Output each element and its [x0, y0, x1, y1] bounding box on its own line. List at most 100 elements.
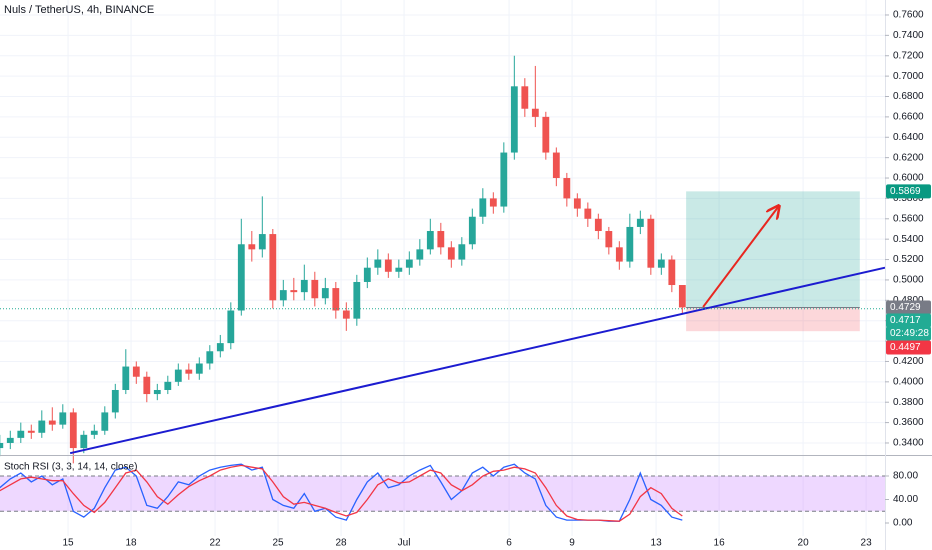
candle-body [269, 234, 277, 301]
y-tick-label: 0.4000 [893, 376, 924, 387]
candle-body [6, 437, 14, 443]
x-tick-label: 25 [272, 538, 284, 549]
candle-body [132, 366, 140, 377]
candle-body [90, 430, 98, 435]
x-tick-label: 23 [861, 538, 873, 549]
y-tick-label: 0.5600 [893, 213, 924, 224]
candle-body [395, 267, 403, 272]
candle-body [594, 218, 602, 232]
countdown-label-box [886, 326, 931, 341]
target-zone [686, 191, 860, 308]
candle-body [0, 442, 4, 449]
candle-body [237, 244, 245, 311]
indicator-title: Stoch RSI (3, 3, 14, 14, close) [4, 462, 137, 473]
candle-body [405, 259, 413, 268]
candle-body [363, 267, 371, 282]
candle-body [300, 279, 308, 293]
target-label-box [886, 184, 931, 199]
x-tick-label: 28 [336, 538, 348, 549]
y-tick-label: 0.5800 [893, 193, 924, 204]
stop-zone [686, 307, 860, 332]
last-price-label: 0.4717 [890, 315, 921, 326]
x-tick-label: 13 [651, 538, 663, 549]
y-tick-label: 40.00 [893, 494, 918, 505]
entry-label: 0.4729 [890, 302, 921, 313]
x-tick-label: 20 [798, 538, 810, 549]
candle-body [111, 389, 119, 413]
candle-body [678, 285, 686, 308]
candle-body [657, 259, 665, 268]
candle-body [143, 376, 151, 395]
candle-body [342, 310, 350, 319]
candle-body [122, 366, 130, 390]
y-tick-label: 0.6400 [893, 132, 924, 143]
candle-body [500, 152, 508, 207]
candle-body [164, 381, 172, 390]
y-tick-label: 0.5000 [893, 275, 924, 286]
candle-body [216, 343, 224, 352]
candle-body [206, 351, 214, 364]
x-tick-label: 18 [125, 538, 137, 549]
candle-body [647, 218, 655, 268]
candle-body [195, 363, 203, 374]
y-tick-label: 0.00 [893, 518, 913, 529]
stop-label: 0.4497 [890, 342, 921, 353]
candle-body [321, 288, 329, 299]
candle-body [258, 234, 266, 250]
candle-body [17, 430, 25, 438]
arrow [702, 207, 778, 308]
y-tick-label: 0.7000 [893, 71, 924, 82]
y-tick-label: 0.6200 [893, 152, 924, 163]
candle-body [174, 369, 182, 382]
countdown-label: 02:49:28 [890, 328, 929, 339]
entry-label-box [886, 300, 931, 315]
candle-body [531, 108, 539, 117]
candle-body [59, 412, 67, 425]
y-tick-label: 0.6000 [893, 173, 924, 184]
candle-body [489, 198, 497, 207]
candle-body [510, 86, 518, 153]
target-label: 0.5869 [890, 186, 921, 197]
candle-body [626, 226, 634, 262]
x-tick-label: 6 [506, 538, 512, 549]
candle-body [458, 244, 466, 260]
candle-body [468, 216, 476, 245]
candle-body [479, 198, 487, 217]
stoch-line [0, 463, 683, 522]
y-tick-label: 0.5400 [893, 234, 924, 245]
candle-body [584, 208, 592, 219]
stoch-line [0, 464, 683, 522]
x-tick-label: 15 [62, 538, 74, 549]
candle-body [668, 259, 676, 286]
candle-body [353, 281, 361, 319]
stop-label-box [886, 340, 931, 355]
y-tick-label: 0.5200 [893, 254, 924, 265]
y-tick-label: 0.4200 [893, 356, 924, 367]
y-tick-label: 0.7400 [893, 30, 924, 41]
candle-body [447, 247, 455, 260]
candle-body [311, 279, 319, 299]
trendline [69, 266, 886, 455]
candle-body [279, 290, 287, 301]
candle-body [542, 116, 550, 153]
y-tick-label: 0.4800 [893, 295, 924, 306]
candle-body [426, 231, 434, 250]
candle-body [605, 231, 613, 248]
x-tick-label: 16 [714, 538, 726, 549]
candle-body [48, 420, 56, 425]
candle-body [38, 420, 46, 433]
candle-body [552, 152, 560, 179]
candle-body [69, 412, 77, 449]
candle-body [332, 288, 340, 311]
y-tick-label: 0.7600 [893, 10, 924, 21]
candle-body [374, 259, 382, 268]
candle-body [185, 369, 193, 374]
candle-body [248, 244, 256, 250]
y-tick-label: 0.7200 [893, 50, 924, 61]
candle-body [101, 412, 109, 431]
last-price-label-box [886, 313, 931, 328]
y-tick-label: 0.3400 [893, 438, 924, 449]
y-tick-label: 0.3600 [893, 417, 924, 428]
y-tick-label: 80.00 [893, 471, 918, 482]
candle-body [573, 198, 581, 209]
